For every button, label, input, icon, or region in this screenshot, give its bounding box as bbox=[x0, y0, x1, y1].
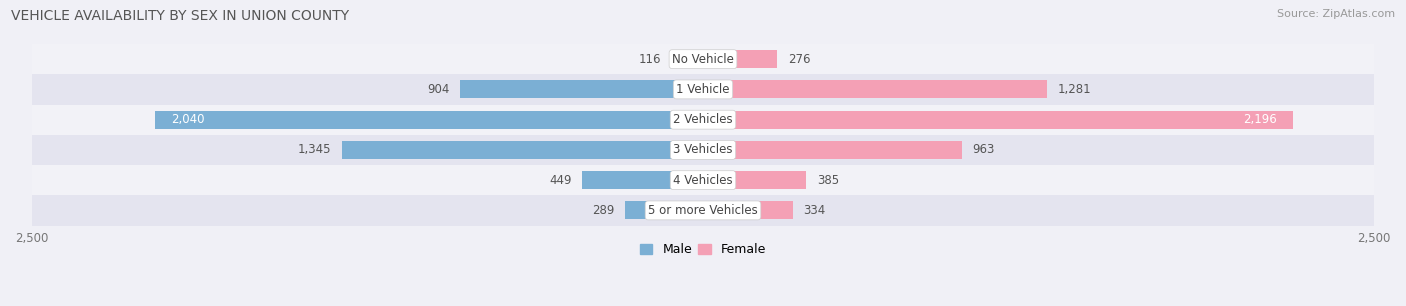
Bar bbox=[342, 141, 703, 159]
Bar bbox=[703, 80, 1047, 99]
Text: 5 or more Vehicles: 5 or more Vehicles bbox=[648, 204, 758, 217]
Bar bbox=[703, 110, 1292, 129]
Text: VEHICLE AVAILABILITY BY SEX IN UNION COUNTY: VEHICLE AVAILABILITY BY SEX IN UNION COU… bbox=[11, 9, 349, 23]
Bar bbox=[703, 141, 962, 159]
Bar bbox=[32, 195, 1374, 226]
Text: 2 Vehicles: 2 Vehicles bbox=[673, 113, 733, 126]
Bar bbox=[703, 50, 778, 68]
Bar bbox=[32, 135, 1374, 165]
Bar bbox=[626, 201, 703, 219]
Text: 1,345: 1,345 bbox=[298, 144, 330, 156]
Text: 116: 116 bbox=[638, 53, 661, 66]
Bar bbox=[32, 165, 1374, 195]
Text: 2,196: 2,196 bbox=[1243, 113, 1277, 126]
Text: 4 Vehicles: 4 Vehicles bbox=[673, 174, 733, 187]
Bar bbox=[703, 201, 793, 219]
Text: 963: 963 bbox=[973, 144, 994, 156]
Text: 449: 449 bbox=[550, 174, 572, 187]
Text: No Vehicle: No Vehicle bbox=[672, 53, 734, 66]
Text: 334: 334 bbox=[803, 204, 825, 217]
Text: 1,281: 1,281 bbox=[1057, 83, 1091, 96]
Text: 3 Vehicles: 3 Vehicles bbox=[673, 144, 733, 156]
Text: 276: 276 bbox=[787, 53, 810, 66]
Text: 289: 289 bbox=[592, 204, 614, 217]
Legend: Male, Female: Male, Female bbox=[636, 238, 770, 261]
Bar bbox=[32, 74, 1374, 105]
Bar bbox=[460, 80, 703, 99]
Bar bbox=[32, 44, 1374, 74]
Bar bbox=[672, 50, 703, 68]
Text: 1 Vehicle: 1 Vehicle bbox=[676, 83, 730, 96]
Bar bbox=[155, 110, 703, 129]
Text: 2,040: 2,040 bbox=[172, 113, 205, 126]
Text: Source: ZipAtlas.com: Source: ZipAtlas.com bbox=[1277, 9, 1395, 19]
Bar bbox=[582, 171, 703, 189]
Bar bbox=[703, 171, 807, 189]
Bar bbox=[32, 105, 1374, 135]
Text: 904: 904 bbox=[427, 83, 450, 96]
Text: 385: 385 bbox=[817, 174, 839, 187]
